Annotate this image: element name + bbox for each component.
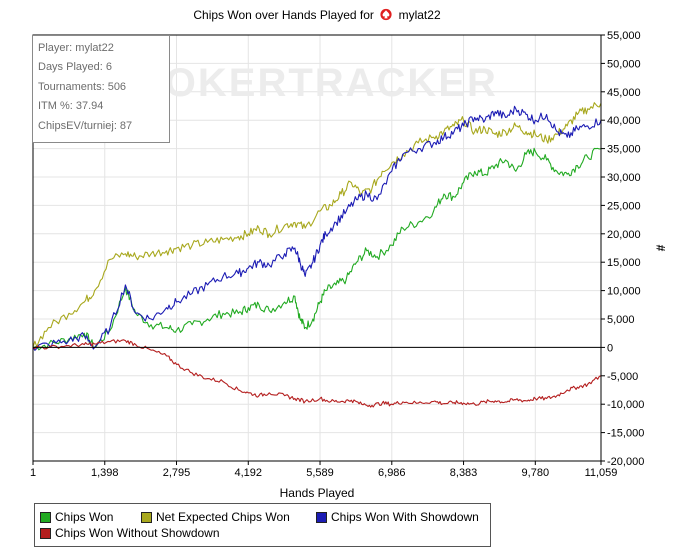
x-tick-label: 5,589	[306, 467, 334, 479]
y-tick-label: -20,000	[607, 456, 644, 468]
pokerstars-spade-icon	[380, 8, 392, 21]
y-tick-label: 40,000	[607, 115, 641, 127]
legend-label-with-showdown: Chips Won With Showdown	[331, 510, 479, 524]
y-tick-label: -5,000	[607, 371, 638, 383]
chart-title-player: mylat22	[398, 8, 441, 22]
y-tick-label: 5,000	[607, 314, 635, 326]
stats-box: Player: mylat22 Days Played: 6 Tournamen…	[32, 35, 170, 143]
legend-item-without-showdown: Chips Won Without Showdown	[40, 526, 220, 540]
y-tick-label: 15,000	[607, 257, 641, 269]
series-line-net-expected-chips-won	[32, 102, 602, 348]
x-tick-label: 2,795	[163, 467, 191, 479]
legend-label-net-expected: Net Expected Chips Won	[156, 510, 290, 524]
chart-title-prefix: Chips Won over Hands Played for	[193, 8, 374, 22]
stat-chipsev: ChipsEV/turniej: 87	[38, 119, 133, 132]
x-tick-label: 6,986	[378, 467, 406, 479]
plot-frame	[32, 34, 602, 462]
legend-swatch-chips-won	[40, 511, 51, 523]
series-lines	[32, 102, 602, 408]
x-tick-label: 8,383	[450, 467, 478, 479]
x-tick-label: 11,059	[585, 467, 618, 479]
x-tick-label: 1	[30, 467, 36, 479]
x-tick-label: 1,398	[91, 467, 119, 479]
x-axis-label: Hands Played	[279, 486, 355, 500]
x-tick-label: 4,192	[235, 467, 263, 479]
legend-item-with-showdown: Chips Won With Showdown	[316, 510, 479, 524]
stat-itm: ITM %: 37.94	[38, 100, 104, 113]
x-tick-label: 9,780	[522, 467, 550, 479]
y-tick-label: 25,000	[607, 200, 641, 212]
legend-label-chips-won: Chips Won	[55, 510, 114, 524]
legend-label-without-showdown: Chips Won Without Showdown	[55, 526, 220, 540]
y-tick-label: 45,000	[607, 87, 641, 99]
y-tick-label: 20,000	[607, 229, 641, 241]
series-line-chips-won-with-showdown	[32, 105, 602, 351]
stat-days-played: Days Played: 6	[38, 61, 112, 74]
y-tick-label: 0	[607, 342, 613, 354]
pokertracker-watermark: POKERTRACKER	[136, 61, 498, 105]
legend-item-chips-won: Chips Won	[40, 510, 113, 524]
series-line-chips-won	[32, 147, 602, 351]
y-tick-label: 55,000	[607, 30, 641, 42]
axes: 55,000 50,000 45,000 40,000 35,000 30,000 25,0…	[30, 30, 644, 479]
legend-swatch-net-expected	[141, 511, 152, 523]
y-tick-label: 10,000	[607, 286, 641, 298]
stat-player: Player: mylat22	[38, 42, 114, 54]
y-axis-label: #	[653, 244, 668, 252]
y-tick-label: 50,000	[607, 58, 641, 70]
legend-swatch-with-showdown	[316, 511, 327, 523]
series-line-chips-won-without-showdown	[32, 339, 602, 408]
y-tick-label: 30,000	[607, 172, 641, 184]
legend-item-net-expected: Net Expected Chips Won	[141, 510, 290, 524]
y-tick-label: 35,000	[607, 144, 641, 156]
legend-swatch-without-showdown	[40, 527, 51, 539]
legend: Chips Won Net Expected Chips Won Chips W…	[34, 503, 491, 547]
chart-title: Chips Won over Hands Played for mylat22	[0, 8, 634, 22]
stat-tournaments: Tournaments: 506	[38, 80, 127, 93]
y-tick-label: -10,000	[607, 399, 644, 411]
y-tick-label: -15,000	[607, 428, 644, 440]
